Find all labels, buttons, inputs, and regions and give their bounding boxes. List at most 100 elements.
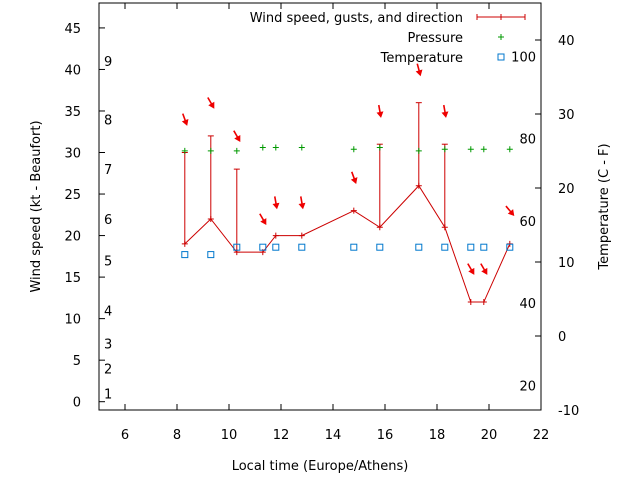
legend-swatch-wind-marker bbox=[498, 14, 504, 20]
y-left-tick-label: 15 bbox=[64, 271, 81, 286]
beaufort-label: 3 bbox=[104, 338, 112, 353]
x-tick-label: 22 bbox=[533, 428, 550, 443]
x-tick-label: 18 bbox=[429, 428, 446, 443]
arrow-head bbox=[350, 177, 358, 185]
wind-direction-arrow bbox=[480, 263, 488, 275]
y-left-tick-label: 0 bbox=[73, 396, 81, 411]
pressure-point bbox=[467, 146, 474, 153]
y-left-axis-title: Wind speed (kt - Beaufort) bbox=[29, 120, 44, 292]
legend-label-wind: Wind speed, gusts, and direction bbox=[250, 11, 463, 26]
beaufort-label: 7 bbox=[104, 163, 112, 178]
x-tick-label: 20 bbox=[481, 428, 498, 443]
x-axis-title: Local time (Europe/Athens) bbox=[232, 459, 409, 474]
wind-speed-point bbox=[415, 182, 422, 189]
arrow-head bbox=[468, 267, 475, 275]
pressure-point bbox=[480, 146, 487, 153]
plot-frame bbox=[98, 2, 542, 411]
pressure-point bbox=[233, 147, 240, 154]
wind-direction-arrow bbox=[376, 104, 384, 118]
legend-swatch-temperature bbox=[497, 53, 505, 61]
x-tick-label: 8 bbox=[173, 428, 181, 443]
x-tick-label: 12 bbox=[273, 428, 290, 443]
wind-speed-point bbox=[480, 299, 487, 306]
pressure-point bbox=[298, 144, 305, 151]
fahrenheit-label: 80 bbox=[519, 133, 536, 148]
temperature-point bbox=[441, 243, 449, 251]
temperature-point bbox=[259, 243, 267, 251]
arrow-head bbox=[298, 202, 306, 210]
beaufort-label: 5 bbox=[104, 254, 112, 269]
fahrenheit-label: 60 bbox=[519, 215, 536, 230]
y-left-tick-label: 20 bbox=[64, 230, 81, 245]
wind-direction-arrow bbox=[467, 263, 475, 275]
wind-direction-arrow bbox=[233, 130, 241, 142]
arrow-head bbox=[481, 267, 488, 275]
wind-direction-arrow bbox=[259, 213, 267, 226]
wind-speed-point bbox=[207, 215, 214, 222]
legend-label-pressure: Pressure bbox=[407, 31, 463, 46]
y-right-tick-label: 0 bbox=[558, 330, 566, 345]
y-left-tick-label: 25 bbox=[64, 188, 81, 203]
beaufort-label: 8 bbox=[104, 113, 112, 128]
legend-label-temperature: Temperature bbox=[380, 51, 463, 66]
arrow-head bbox=[181, 119, 189, 126]
wind-direction-arrow bbox=[207, 97, 215, 109]
wind-speed-point bbox=[272, 232, 279, 239]
arrow-head bbox=[507, 209, 515, 217]
x-tick-label: 6 bbox=[121, 428, 129, 443]
wind-direction-arrow bbox=[441, 104, 449, 118]
arrow-head bbox=[260, 218, 267, 226]
temperature-point bbox=[181, 251, 189, 259]
wind-direction-arrow bbox=[298, 196, 306, 210]
arrow-head bbox=[234, 135, 241, 142]
arrow-head bbox=[272, 202, 280, 210]
pressure-point bbox=[207, 147, 214, 154]
pressure-point bbox=[181, 147, 188, 154]
arrow-head bbox=[415, 69, 423, 77]
pressure-point bbox=[376, 144, 383, 151]
temperature-point bbox=[298, 243, 306, 251]
y-right-tick-label: 40 bbox=[558, 34, 575, 49]
beaufort-label: 9 bbox=[104, 55, 112, 70]
series-layer bbox=[181, 63, 515, 306]
legend: Wind speed, gusts, and direction Pressure… bbox=[250, 11, 526, 66]
y-left-tick-label: 30 bbox=[64, 147, 81, 162]
y-left-tick-label: 40 bbox=[64, 63, 81, 78]
wind-speed-point bbox=[181, 240, 188, 247]
temperature-point bbox=[467, 243, 475, 251]
axes-layer: 6 8 10 12 14 16 18 20 22051015202530354045-10010… bbox=[64, 3, 579, 443]
temperature-point bbox=[480, 243, 488, 251]
legend-swatch-pressure bbox=[498, 34, 504, 40]
beaufort-label: 6 bbox=[104, 213, 112, 228]
arrow-head bbox=[441, 111, 449, 118]
y-right-tick-label: 20 bbox=[558, 182, 575, 197]
wind-speed-point bbox=[298, 232, 305, 239]
wind-speed-point bbox=[441, 224, 448, 231]
beaufort-label: 2 bbox=[104, 362, 112, 377]
wind-speed-point bbox=[467, 299, 474, 306]
wind-direction-arrow bbox=[415, 63, 423, 77]
temperature-point bbox=[272, 243, 280, 251]
x-tick-label: 16 bbox=[377, 428, 394, 443]
fahrenheit-label: 100 bbox=[511, 50, 536, 65]
pressure-point bbox=[441, 146, 448, 153]
x-tick-label: 14 bbox=[325, 428, 342, 443]
pressure-point bbox=[506, 146, 513, 153]
pressure-point bbox=[415, 147, 422, 154]
y-left-tick-label: 35 bbox=[64, 105, 81, 120]
pressure-point bbox=[259, 144, 266, 151]
beaufort-label: 1 bbox=[104, 387, 112, 402]
pressure-point bbox=[272, 144, 279, 151]
temperature-point bbox=[415, 243, 423, 251]
wind-speed-point bbox=[350, 207, 357, 214]
arrow-head bbox=[208, 101, 215, 109]
y-right-tick-label: -10 bbox=[558, 404, 579, 419]
y-left-tick-label: 45 bbox=[64, 22, 81, 37]
y-right-tick-label: 10 bbox=[558, 256, 575, 271]
fahrenheit-label: 20 bbox=[519, 379, 536, 394]
beaufort-label: 4 bbox=[104, 304, 112, 319]
temperature-point bbox=[506, 243, 514, 251]
wind-direction-arrow bbox=[181, 113, 189, 126]
